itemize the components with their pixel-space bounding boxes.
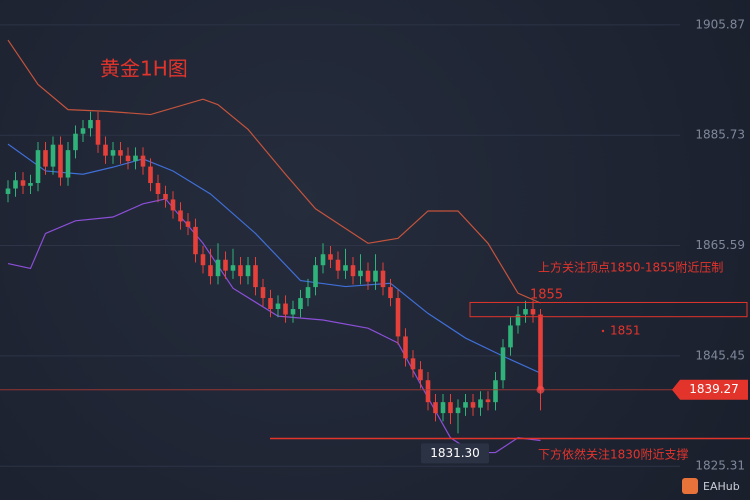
candle-body — [373, 270, 378, 282]
candle-body — [530, 309, 536, 315]
candle-body — [283, 303, 288, 315]
candle-body — [508, 325, 513, 348]
candle-body — [455, 407, 461, 414]
candle-body — [110, 150, 116, 156]
resistance-zone — [469, 301, 748, 318]
candle-body — [410, 358, 416, 370]
candle-body — [365, 270, 371, 282]
y-tick-label: 1845.45 — [695, 348, 745, 362]
annotation: 下方依然关注1830附近支撑 — [538, 447, 689, 462]
brand: EAHub — [703, 480, 740, 493]
candle-body — [238, 265, 243, 277]
candle-body — [350, 265, 356, 277]
candle-body — [275, 303, 281, 310]
candle-body — [118, 150, 123, 156]
band-line — [7, 143, 541, 374]
candle-body — [13, 180, 18, 189]
y-tick-label: 1825.31 — [695, 459, 745, 473]
candle-body — [58, 144, 63, 178]
candle-body — [125, 155, 131, 162]
candle-body — [440, 402, 446, 414]
candle-body — [268, 298, 273, 310]
candle-body — [20, 180, 26, 186]
candle-body — [223, 259, 228, 271]
candle-body — [35, 150, 41, 184]
candle-body — [298, 298, 303, 310]
candle-body — [185, 221, 191, 227]
candle-body — [95, 120, 101, 145]
annotation-dot — [601, 329, 605, 333]
price-label-box — [672, 379, 748, 400]
candle-body — [358, 270, 363, 277]
candle-body — [448, 402, 453, 414]
candle-body — [470, 402, 476, 408]
candle-body — [485, 399, 491, 403]
candle-body — [403, 336, 408, 359]
candle-body — [433, 402, 438, 414]
candle-body — [43, 150, 48, 167]
band-line — [7, 39, 541, 304]
annotation: 1851 — [610, 324, 641, 338]
candle-body — [80, 128, 86, 134]
candle-body — [193, 226, 198, 255]
candle-body — [230, 265, 236, 271]
candle-body — [380, 270, 386, 288]
annotation: 上方关注顶点1850-1855附近压制 — [538, 260, 723, 275]
candle-body — [5, 188, 11, 194]
price-label: 1839.27 — [689, 382, 739, 396]
candle-body — [538, 314, 543, 390]
candle-body — [215, 259, 221, 277]
candle-body — [73, 133, 78, 151]
y-tick-label: 1885.73 — [695, 128, 745, 142]
candle-body — [523, 309, 528, 315]
candle-body — [28, 183, 33, 186]
candle-body — [50, 144, 56, 167]
candle-body — [335, 259, 341, 271]
candle-body — [65, 150, 71, 178]
candle-body — [290, 309, 296, 315]
candle-body — [328, 254, 333, 260]
candle-body — [170, 199, 176, 211]
candle-body — [200, 254, 206, 266]
candle-body — [395, 298, 401, 337]
annotation: 1855 — [530, 288, 563, 303]
candle-body — [148, 166, 153, 184]
y-tick-label: 1865.59 — [695, 238, 745, 252]
candle-body — [425, 380, 431, 403]
candle-body — [343, 265, 348, 271]
price-glow — [536, 385, 545, 394]
candle-body — [313, 265, 318, 288]
candle-body — [305, 287, 311, 299]
low-label-box — [421, 443, 489, 464]
candle-body — [163, 193, 168, 200]
candle-body — [515, 314, 521, 326]
candle-body — [478, 399, 483, 408]
candle-body — [140, 155, 146, 167]
candle-body — [103, 144, 108, 156]
y-tick-label: 1905.87 — [695, 17, 745, 31]
candle-body — [320, 254, 326, 266]
candle-body — [178, 210, 183, 222]
band-line — [7, 198, 541, 454]
candle-body — [253, 265, 258, 288]
candle-body — [418, 369, 423, 381]
chart-title: 黄金1H图 — [100, 57, 188, 81]
candle-body — [133, 155, 138, 162]
brand-icon — [682, 478, 698, 494]
candle-body — [88, 120, 93, 129]
candle-body — [463, 402, 468, 408]
candle-body — [155, 183, 161, 194]
candle-body — [260, 287, 266, 299]
candle-body — [388, 287, 393, 299]
candle-body — [208, 265, 213, 277]
low-label: 1831.30 — [430, 446, 480, 460]
candle-body — [500, 347, 506, 381]
candle-body — [493, 380, 498, 403]
candle-body — [245, 265, 251, 277]
